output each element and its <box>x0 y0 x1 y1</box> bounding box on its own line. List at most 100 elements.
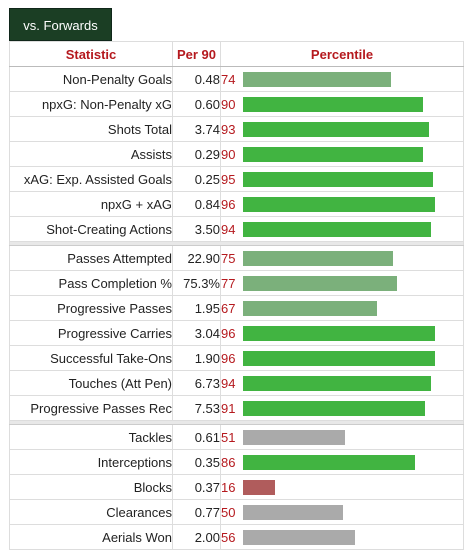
tab-vs-forwards[interactable]: vs. Forwards <box>9 8 112 41</box>
percentile-wrap: 90 <box>221 142 463 166</box>
table-row: Pass Completion % 75.3% 77 <box>9 270 464 296</box>
per90-value: 3.50 <box>172 216 221 242</box>
percentile-wrap: 50 <box>221 500 463 524</box>
percentile-wrap: 77 <box>221 271 463 295</box>
percentile-bar <box>243 375 431 391</box>
percentile-bar <box>243 400 425 416</box>
table-row: Progressive Carries 3.04 96 <box>9 320 464 346</box>
table-row: Progressive Passes 1.95 67 <box>9 295 464 321</box>
percentile-wrap: 75 <box>221 246 463 270</box>
percentile-wrap: 96 <box>221 192 463 216</box>
percentile-wrap: 16 <box>221 475 463 499</box>
percentile-value: 86 <box>221 454 236 470</box>
table-row: Clearances 0.77 50 <box>9 499 464 525</box>
percentile-wrap: 90 <box>221 92 463 116</box>
per90-value: 75.3% <box>172 270 221 296</box>
percentile-wrap: 51 <box>221 425 463 449</box>
percentile-bar <box>243 146 423 162</box>
column-header-percentile[interactable]: Percentile <box>220 41 464 67</box>
percentile-wrap: 94 <box>221 217 463 241</box>
percentile-cell: 95 <box>220 166 464 192</box>
percentile-cell: 96 <box>220 345 464 371</box>
stat-name: Passes Attempted <box>9 245 173 271</box>
percentile-value: 96 <box>221 325 236 341</box>
per90-value: 6.73 <box>172 370 221 396</box>
table-row: Shots Total 3.74 93 <box>9 116 464 142</box>
per90-value: 7.53 <box>172 395 221 421</box>
percentile-value: 74 <box>221 71 236 87</box>
stat-name: Touches (Att Pen) <box>9 370 173 396</box>
percentile-cell: 56 <box>220 524 464 550</box>
percentile-value: 94 <box>221 375 236 391</box>
percentile-bar <box>243 196 435 212</box>
stat-name: Tackles <box>9 424 173 450</box>
per90-value: 0.25 <box>172 166 221 192</box>
percentile-bar <box>243 221 431 237</box>
percentile-cell: 77 <box>220 270 464 296</box>
stat-name: Blocks <box>9 474 173 500</box>
table-row: Non-Penalty Goals 0.48 74 <box>9 66 464 92</box>
stat-name: Aerials Won <box>9 524 173 550</box>
percentile-value: 56 <box>221 529 236 545</box>
header-row: Statistic Per 90 Percentile <box>9 41 464 67</box>
percentile-value: 75 <box>221 250 236 266</box>
percentile-bar <box>243 171 433 187</box>
per90-value: 1.90 <box>172 345 221 371</box>
stat-name: Clearances <box>9 499 173 525</box>
per90-value: 1.95 <box>172 295 221 321</box>
column-header-statistic[interactable]: Statistic <box>9 41 173 67</box>
percentile-bar <box>243 529 355 545</box>
table-row: Tackles 0.61 51 <box>9 424 464 450</box>
percentile-cell: 91 <box>220 395 464 421</box>
percentile-bar <box>243 300 377 316</box>
percentile-value: 96 <box>221 350 236 366</box>
table-row: xAG: Exp. Assisted Goals 0.25 95 <box>9 166 464 192</box>
stat-name: Progressive Carries <box>9 320 173 346</box>
stat-name: Interceptions <box>9 449 173 475</box>
table-body: Non-Penalty Goals 0.48 74 npxG: Non-Penalty… <box>9 66 464 550</box>
stat-name: Progressive Passes <box>9 295 173 321</box>
percentile-bar <box>243 250 393 266</box>
table-row: Touches (Att Pen) 6.73 94 <box>9 370 464 396</box>
percentile-value: 51 <box>221 429 236 445</box>
percentile-value: 50 <box>221 504 236 520</box>
percentile-cell: 96 <box>220 320 464 346</box>
percentile-cell: 51 <box>220 424 464 450</box>
percentile-bar <box>243 350 435 366</box>
per90-value: 3.74 <box>172 116 221 142</box>
percentile-cell: 86 <box>220 449 464 475</box>
percentile-wrap: 56 <box>221 525 463 549</box>
per90-value: 0.60 <box>172 91 221 117</box>
table-row: Interceptions 0.35 86 <box>9 449 464 475</box>
per90-value: 22.90 <box>172 245 221 271</box>
per90-value: 0.29 <box>172 141 221 167</box>
stat-name: Shot-Creating Actions <box>9 216 173 242</box>
per90-value: 0.61 <box>172 424 221 450</box>
percentile-cell: 74 <box>220 66 464 92</box>
percentile-cell: 96 <box>220 191 464 217</box>
stat-name: Pass Completion % <box>9 270 173 296</box>
stat-name: npxG + xAG <box>9 191 173 217</box>
table-row: npxG + xAG 0.84 96 <box>9 191 464 217</box>
stat-name: Progressive Passes Rec <box>9 395 173 421</box>
percentile-cell: 16 <box>220 474 464 500</box>
percentile-cell: 94 <box>220 216 464 242</box>
stat-name: Non-Penalty Goals <box>9 66 173 92</box>
per90-value: 0.84 <box>172 191 221 217</box>
percentile-cell: 50 <box>220 499 464 525</box>
percentile-value: 77 <box>221 275 236 291</box>
column-header-per90[interactable]: Per 90 <box>172 41 221 67</box>
percentile-value: 90 <box>221 96 236 112</box>
percentile-bar <box>243 71 391 87</box>
percentile-wrap: 94 <box>221 371 463 395</box>
percentile-bar <box>243 325 435 341</box>
stat-name: Successful Take-Ons <box>9 345 173 371</box>
percentile-wrap: 96 <box>221 346 463 370</box>
table-row: Progressive Passes Rec 7.53 91 <box>9 395 464 421</box>
percentile-bar <box>243 429 345 445</box>
per90-value: 3.04 <box>172 320 221 346</box>
percentile-bar <box>243 121 429 137</box>
table-row: Assists 0.29 90 <box>9 141 464 167</box>
stat-name: npxG: Non-Penalty xG <box>9 91 173 117</box>
percentile-bar <box>243 454 415 470</box>
